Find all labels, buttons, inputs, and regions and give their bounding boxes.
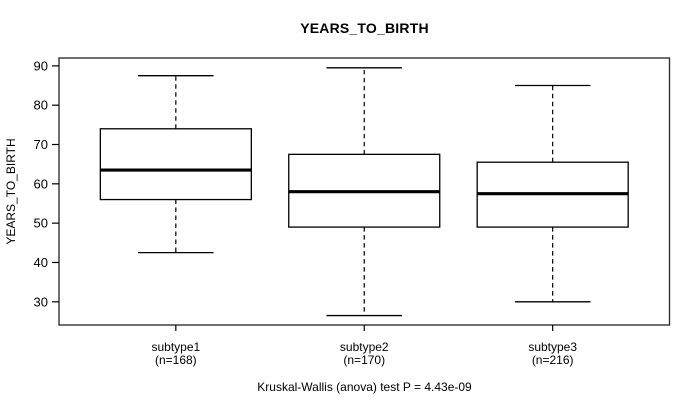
category-count-label: (n=168) — [155, 353, 197, 367]
category-count-label: (n=170) — [343, 353, 385, 367]
y-axis-tick-label: 60 — [34, 176, 48, 191]
y-axis-tick-label: 90 — [34, 58, 48, 73]
boxplot-subtype2: subtype2(n=170) — [288, 67, 441, 367]
y-axis-tick-label: 50 — [34, 216, 48, 231]
y-axis-label: YEARS_TO_BIRTH — [4, 138, 18, 244]
category-label: subtype3 — [528, 340, 577, 354]
boxplot-subtype3: subtype3(n=216) — [476, 84, 629, 367]
category-label: subtype1 — [151, 340, 200, 354]
category-count-label: (n=216) — [532, 353, 574, 367]
kruskal-wallis-annotation: Kruskal-Wallis (anova) test P = 4.43e-09 — [257, 380, 472, 394]
y-axis-tick-label: 70 — [34, 137, 48, 152]
iqr-box — [99, 128, 252, 201]
y-axis-tick-label: 30 — [34, 294, 48, 309]
boxplot-subtype1: subtype1(n=168) — [99, 75, 252, 367]
category-label: subtype2 — [340, 340, 389, 354]
y-axis-tick-label: 40 — [34, 255, 48, 270]
chart-title: YEARS_TO_BIRTH — [300, 20, 429, 36]
y-axis-tick-label: 80 — [34, 98, 48, 113]
